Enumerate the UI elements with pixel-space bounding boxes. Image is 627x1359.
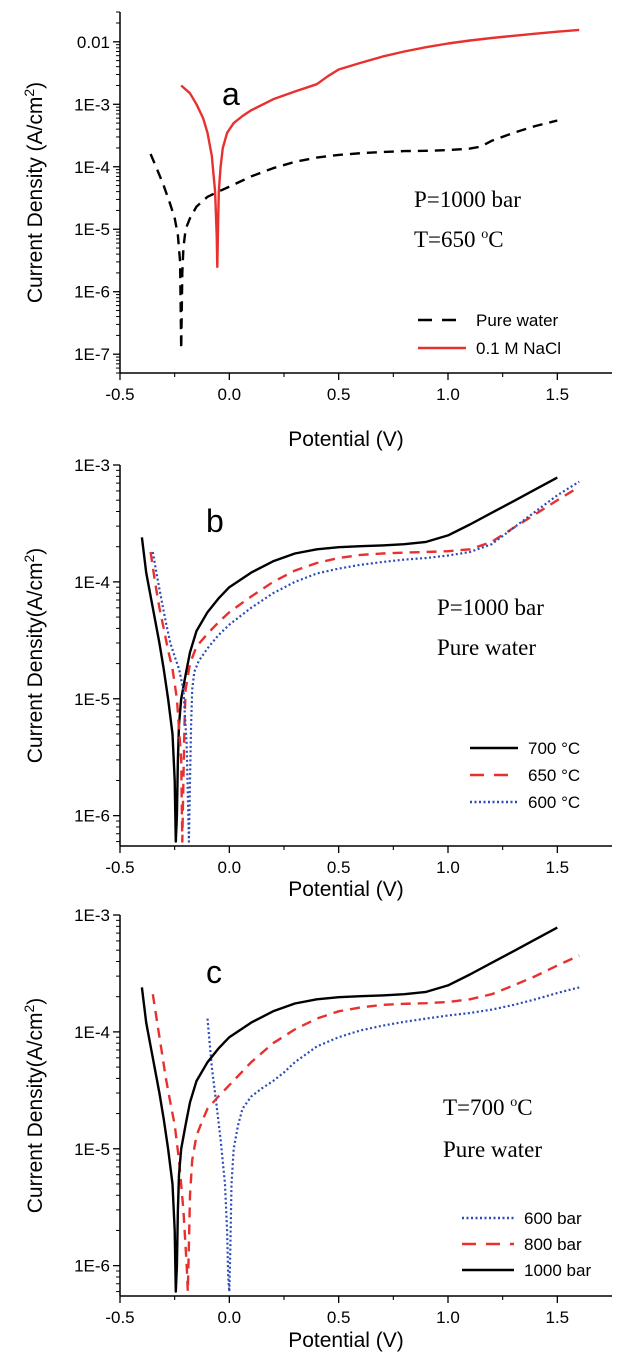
y-axis-label-text: Current Density (A/cm	[24, 97, 47, 304]
panel-label: c	[206, 954, 222, 990]
annotation-unit: C	[517, 1095, 532, 1120]
annotation-pressure: P=1000 bar	[437, 595, 544, 620]
x-tick-label: -0.5	[105, 1308, 134, 1327]
y-axis-label-sup: 2	[21, 1005, 37, 1013]
x-tick-label: 1.5	[546, 1308, 570, 1327]
y-tick-label: 1E-6	[74, 807, 110, 826]
annotation: P=1000 bar	[437, 595, 544, 620]
annotation-medium: Pure water	[443, 1137, 542, 1162]
annotation-pressure: P=1000 bar	[414, 187, 521, 212]
y-tick-label: 1E-3	[74, 95, 110, 114]
panel-label: b	[206, 503, 224, 539]
y-axis-label-text: Current Density(A/cm	[24, 563, 47, 764]
x-tick-label: 0.0	[218, 858, 242, 877]
legend-label: Pure water	[476, 311, 559, 330]
x-tick-label: -0.5	[105, 858, 134, 877]
y-axis-label-close: )	[24, 998, 47, 1005]
y-tick-label: 1E-4	[74, 573, 110, 592]
series-line-2	[151, 480, 580, 843]
x-tick-label: 0.5	[327, 858, 351, 877]
x-tick-label: 0.0	[218, 385, 242, 404]
legend-label: 600 °C	[528, 793, 580, 812]
series-line-0	[140, 476, 558, 843]
y-tick-label: 1E-3	[74, 906, 110, 925]
legend: Pure water 0.1 M NaCl	[418, 311, 561, 358]
y-axis-label: Current Density(A/cm2)	[21, 548, 47, 764]
legend: 700 °C 650 °C 600 °C	[470, 739, 580, 812]
series-line-2	[140, 926, 558, 1293]
y-tick-label: 1E-4	[74, 1023, 110, 1042]
y-tick-label: 1E-5	[74, 1140, 110, 1159]
x-tick-label: 1.5	[546, 858, 570, 877]
annotation: Pure water	[443, 1137, 542, 1162]
y-axis-label-sup: 2	[21, 89, 37, 97]
series-line-0	[206, 986, 580, 1293]
y-axis-label: Current Density (A/cm2)	[21, 82, 47, 303]
x-axis-label: Potential (V)	[288, 1329, 404, 1352]
y-tick-label: 0.01	[77, 33, 110, 52]
x-axis-label: Potential (V)	[288, 428, 404, 451]
chart-panel-a: -0.5 0.0 0.5 1.0 1.5 1E-7 1E-6 1E-5 1E-4 1E-3 0.01…	[21, 11, 612, 451]
y-axis-label-close: )	[24, 82, 47, 89]
legend-label: 600 bar	[524, 1209, 582, 1228]
annotation: P=1000 bar	[414, 187, 521, 212]
y-tick-label: 1E-6	[74, 1257, 110, 1276]
annotation: Pure water	[437, 635, 536, 660]
annotation-temperature: T=650	[414, 227, 481, 252]
legend-label: 700 °C	[528, 739, 580, 758]
x-tick-label: 0.5	[327, 1308, 351, 1327]
y-tick-label: 1E-7	[74, 345, 110, 364]
x-axis-label: Potential (V)	[288, 878, 404, 901]
legend-label: 800 bar	[524, 1235, 582, 1254]
annotation-temperature: T=700	[443, 1095, 510, 1120]
x-tick-label: 1.0	[436, 858, 460, 877]
annotation-unit: C	[488, 227, 503, 252]
x-tick-label: -0.5	[105, 385, 134, 404]
annotation: T=700 oC	[443, 1095, 533, 1120]
annotation-medium: Pure water	[437, 635, 536, 660]
legend-label: 650 °C	[528, 766, 580, 785]
legend-label: 0.1 M NaCl	[476, 339, 561, 358]
x-tick-label: 1.0	[436, 1308, 460, 1327]
x-tick-label: 0.0	[218, 1308, 242, 1327]
annotation-degree: o	[481, 227, 488, 242]
x-tick-label: 0.5	[327, 385, 351, 404]
y-tick-label: 1E-4	[74, 158, 110, 177]
y-tick-label: 1E-5	[74, 220, 110, 239]
y-tick-label: 1E-5	[74, 690, 110, 709]
y-tick-label: 1E-3	[74, 456, 110, 475]
y-tick-label: 1E-6	[74, 283, 110, 302]
chart-panel-b: -0.5 0.0 0.5 1.0 1.5 1E-6 1E-5 1E-4 1E-3 Potentia…	[21, 456, 612, 901]
series-line-0	[149, 119, 558, 351]
legend: 600 bar 800 bar 1000 bar	[462, 1209, 591, 1280]
annotation-degree: o	[510, 1095, 517, 1110]
y-axis-label-text: Current Density(A/cm	[24, 1013, 47, 1214]
series-line-1	[180, 28, 580, 269]
panel-label: a	[222, 76, 240, 112]
y-axis-label: Current Density(A/cm2)	[21, 998, 47, 1214]
chart-panel-c: -0.5 0.0 0.5 1.0 1.5 1E-6 1E-5 1E-4 1E-3 Potentia…	[21, 906, 612, 1352]
y-axis-label-close: )	[24, 548, 47, 555]
legend-label: 1000 bar	[524, 1261, 591, 1280]
annotation: T=650 oC	[414, 227, 504, 252]
x-tick-label: 1.5	[546, 385, 570, 404]
y-axis-label-sup: 2	[21, 555, 37, 563]
series-line-1	[151, 954, 580, 1293]
x-tick-label: 1.0	[436, 385, 460, 404]
series-line-1	[149, 485, 580, 843]
